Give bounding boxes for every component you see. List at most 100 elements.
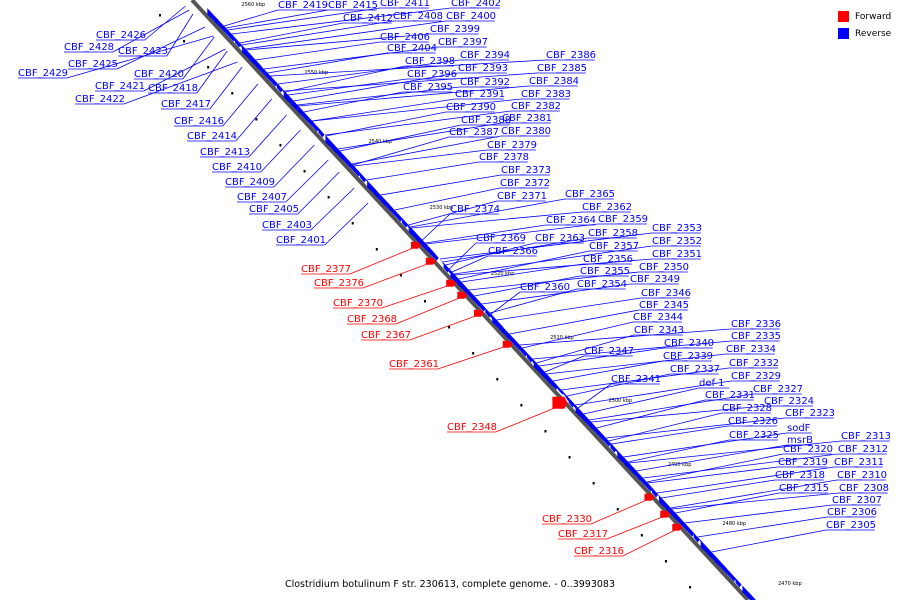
axis-dash bbox=[544, 430, 547, 433]
leader-line bbox=[66, 35, 214, 79]
leader-line bbox=[410, 198, 566, 228]
leader-line bbox=[277, 59, 461, 85]
gene-label: CBF_2343 bbox=[634, 325, 684, 336]
leader-line bbox=[544, 355, 585, 373]
gene-label: CBF_2386 bbox=[546, 50, 596, 61]
genome-axis bbox=[190, 0, 750, 600]
reverse-gene-arrow bbox=[561, 390, 575, 405]
leader-line bbox=[461, 263, 584, 283]
leader-line bbox=[522, 321, 634, 349]
tick-label: 2500 kbp bbox=[609, 398, 633, 404]
gene-label: CBF_2348 bbox=[447, 422, 497, 433]
reverse-gene-arrow bbox=[326, 136, 340, 151]
leader-line bbox=[284, 72, 538, 92]
reverse-gene-arrow bbox=[575, 405, 592, 423]
gene-label: CBF_2336 bbox=[731, 319, 781, 330]
leader-line bbox=[395, 295, 465, 325]
leader-line bbox=[245, 20, 447, 50]
forward-gene-arrow bbox=[672, 523, 683, 531]
gene-label: CBF_2344 bbox=[633, 312, 683, 323]
leader-line bbox=[509, 309, 640, 335]
gene-label: CBF_2306 bbox=[827, 507, 877, 518]
axis-dash bbox=[496, 378, 499, 381]
reverse-gene-arrow bbox=[353, 166, 361, 174]
leader-line bbox=[241, 20, 394, 46]
leader-line bbox=[496, 297, 642, 321]
gene-label: CBF_2373 bbox=[501, 165, 551, 176]
leader-line bbox=[697, 516, 828, 538]
gene-label: CBF_2363 bbox=[535, 233, 585, 244]
reverse-gene-arrow bbox=[532, 359, 540, 367]
reverse-gene-block bbox=[749, 593, 756, 600]
gene-label: CBF_2334 bbox=[726, 344, 776, 355]
leader-line bbox=[255, 41, 381, 61]
leader-line bbox=[605, 417, 786, 439]
gene-label: CBF_2379 bbox=[487, 140, 537, 151]
gene-label: CBF_2308 bbox=[839, 483, 889, 494]
forward-gene-arrow bbox=[502, 340, 513, 348]
reverse-gene-arrow bbox=[255, 60, 263, 68]
forward-gene-arrow bbox=[660, 510, 671, 518]
gene-label: CBF_2426 bbox=[96, 30, 146, 41]
gene-label: CBF_2350 bbox=[639, 262, 689, 273]
reverse-gene-block bbox=[520, 345, 528, 357]
gene-label: CBF_2410 bbox=[212, 162, 262, 173]
axis-dash bbox=[231, 92, 234, 95]
reverse-gene-arrow bbox=[647, 483, 658, 494]
gene-label: CBF_2356 bbox=[583, 254, 633, 265]
leader-line bbox=[628, 439, 730, 463]
gene-label: CBF_2394 bbox=[460, 50, 510, 61]
gene-label: CBF_2391 bbox=[455, 89, 505, 100]
axis-dash bbox=[592, 482, 595, 485]
gene-label: CBF_2352 bbox=[652, 236, 702, 247]
reverse-gene-arrow bbox=[711, 552, 728, 570]
reverse-gene-arrow bbox=[642, 478, 653, 489]
reverse-gene-block bbox=[728, 570, 737, 582]
leader-line bbox=[623, 432, 788, 458]
leader-line bbox=[362, 261, 433, 289]
reverse-gene-arrow bbox=[591, 422, 605, 437]
gene-label: CBF_2369 bbox=[476, 233, 526, 244]
forward-gene-arrow bbox=[446, 279, 457, 287]
leader-line bbox=[223, 9, 279, 27]
gene-label: CBF_2383 bbox=[521, 89, 571, 100]
reverse-gene-arrow bbox=[519, 345, 536, 363]
reverse-gene-arrow bbox=[522, 348, 536, 363]
leader-line bbox=[248, 114, 287, 158]
legend-label-reverse: Reverse bbox=[855, 28, 892, 39]
leader-line bbox=[583, 387, 700, 415]
gene-label: CBF_2347 bbox=[584, 346, 634, 357]
leader-line bbox=[409, 313, 482, 341]
gene-label: CBF_2328 bbox=[722, 403, 772, 414]
gene-label: CBF_2376 bbox=[314, 278, 364, 289]
forward-gene-arrow bbox=[410, 241, 421, 249]
leader-line bbox=[422, 213, 451, 241]
gene-label: CBF_2341 bbox=[611, 374, 661, 385]
reverse-gene-arrow bbox=[605, 438, 613, 446]
leader-line bbox=[577, 383, 612, 409]
leader-line bbox=[246, 33, 431, 51]
leader-line bbox=[589, 393, 754, 421]
leader-line bbox=[293, 72, 459, 102]
leader-line bbox=[671, 492, 840, 510]
reverse-gene-arrow bbox=[509, 334, 520, 345]
forward-gene-arrow bbox=[473, 309, 484, 317]
gene-label: CBF_2429 bbox=[18, 68, 68, 79]
reverse-gene-block bbox=[693, 533, 700, 543]
axis-dash bbox=[640, 534, 643, 537]
axis-dash bbox=[183, 40, 186, 43]
leader-line bbox=[468, 271, 640, 291]
leader-line bbox=[349, 245, 419, 275]
axis-dash bbox=[689, 586, 692, 589]
leader-line bbox=[325, 110, 512, 136]
legend-label-forward: Forward bbox=[855, 11, 892, 22]
reverse-gene-arrow bbox=[583, 414, 594, 425]
leader-line bbox=[519, 328, 732, 346]
leader-line bbox=[227, 7, 381, 31]
leader-line bbox=[312, 98, 522, 122]
reverse-gene-arrow bbox=[546, 374, 557, 385]
gene-label: CBF_2361 bbox=[389, 359, 439, 370]
leader-line bbox=[642, 453, 839, 479]
gene-labels: CBF_2419 CBF_2415 CBF_2412 CBF_2411 CBF_2408… bbox=[18, 0, 891, 557]
